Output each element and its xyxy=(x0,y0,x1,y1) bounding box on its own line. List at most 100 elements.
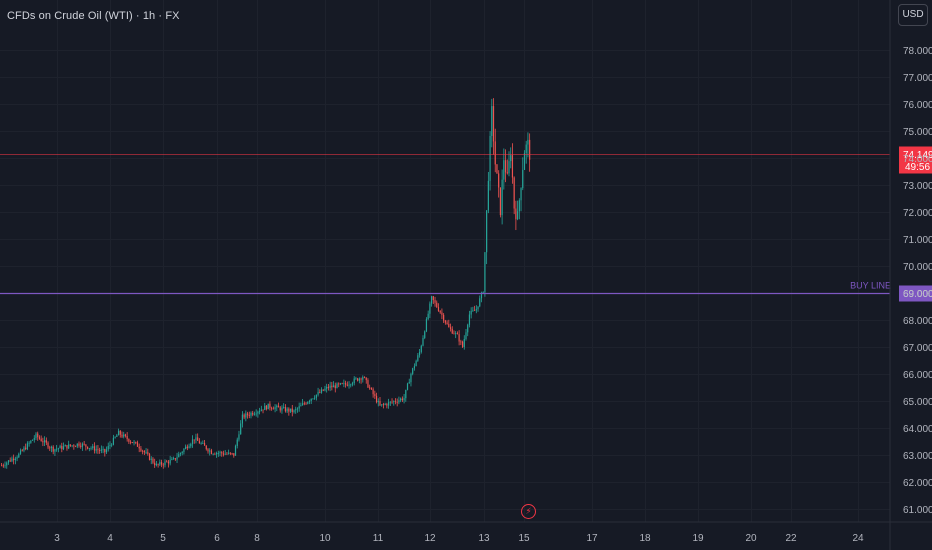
currency-button[interactable]: USD xyxy=(898,4,928,26)
candle-body xyxy=(56,448,58,450)
candle-body xyxy=(73,445,75,447)
buy-line-price-tag xyxy=(899,285,932,302)
candle-body xyxy=(529,139,531,160)
candle-body xyxy=(42,441,44,443)
candle-body xyxy=(102,449,104,450)
time-tick-label: 22 xyxy=(785,533,797,544)
time-tick-label: 10 xyxy=(319,533,331,544)
candle-body xyxy=(133,442,135,443)
time-tick-label: 4 xyxy=(107,533,113,544)
candle-body xyxy=(1,465,3,467)
candle-body xyxy=(298,406,300,409)
candle-body xyxy=(363,377,366,378)
candle-body xyxy=(174,458,176,460)
candle-body xyxy=(28,442,30,444)
candle-body xyxy=(83,443,85,445)
candle-body xyxy=(231,453,233,454)
candle-body xyxy=(288,408,290,412)
candle-body xyxy=(226,453,228,455)
candle-body xyxy=(525,144,527,153)
candle-body xyxy=(451,328,453,334)
candle-body xyxy=(44,440,46,443)
price-tick-label: 77.000 xyxy=(903,73,932,84)
candle-body xyxy=(164,461,166,466)
candle-body xyxy=(511,155,514,178)
price-axis: 61.000 62.000 63.000 64.000 65.000 66.000 67.0… xyxy=(889,0,932,550)
candle-body xyxy=(448,323,450,328)
candle-body xyxy=(253,413,256,415)
candle-body xyxy=(332,385,335,388)
candle-body xyxy=(482,292,484,294)
candle-body xyxy=(510,155,512,162)
candle-body xyxy=(267,403,269,410)
candle-body xyxy=(284,407,286,412)
candle-body xyxy=(191,439,194,445)
candle-body xyxy=(283,407,285,408)
candle-body xyxy=(415,360,417,367)
candle-body xyxy=(195,437,197,441)
candle-body xyxy=(405,389,407,399)
candle-body xyxy=(427,313,429,320)
candle-body xyxy=(381,404,383,406)
candle-body xyxy=(78,443,80,446)
candle-body xyxy=(324,388,326,391)
time-tick-label: 12 xyxy=(424,533,436,544)
candle-body xyxy=(68,444,70,449)
candle-body xyxy=(498,173,500,188)
candle-body xyxy=(334,385,336,389)
candle-body xyxy=(126,435,128,440)
candle-body xyxy=(314,397,316,399)
candle-body xyxy=(437,307,440,311)
candle-body xyxy=(47,442,49,448)
candle-body xyxy=(453,333,455,335)
buy-line-label: BUY LINE xyxy=(850,281,891,291)
candle-body xyxy=(291,408,293,413)
candle-body xyxy=(90,447,92,449)
candle-body xyxy=(310,398,312,401)
price-tick-label: 73.000 xyxy=(903,181,932,192)
candle-body xyxy=(374,394,376,396)
candle-body xyxy=(260,409,262,411)
candle-body xyxy=(360,378,362,380)
candle-body xyxy=(176,457,178,460)
time-axis: 3 4 5 6 8 10 11 12 13 15 17 18 19 20 22 24 xyxy=(0,521,932,544)
candle-body xyxy=(506,172,508,174)
price-tick-label: 68.000 xyxy=(903,316,932,327)
candle-body xyxy=(193,439,195,441)
candle-body xyxy=(25,447,27,450)
candle-body xyxy=(104,449,106,453)
candle-body xyxy=(76,443,78,447)
time-tick-label: 18 xyxy=(639,533,651,544)
candle-body xyxy=(279,407,281,411)
candle-body xyxy=(171,458,173,460)
candle-body xyxy=(35,433,37,439)
candle-body xyxy=(522,169,524,189)
candle-body xyxy=(527,139,529,145)
candle-body xyxy=(124,434,127,436)
candle-body xyxy=(319,392,321,393)
candle-body xyxy=(425,319,428,332)
candle-body xyxy=(37,433,39,438)
candle-body xyxy=(105,449,108,453)
candle-body xyxy=(112,437,114,445)
candle-body xyxy=(296,408,299,410)
candle-body xyxy=(467,324,469,333)
lightning-bolt-icon[interactable]: ⚡ xyxy=(521,504,536,519)
candle-body xyxy=(394,401,397,402)
candle-body xyxy=(350,384,352,386)
candle-body xyxy=(4,465,6,467)
price-tick-label: 71.000 xyxy=(903,235,932,246)
candle-body xyxy=(420,345,422,352)
time-tick-label: 5 xyxy=(160,533,166,544)
candle-body xyxy=(2,465,4,467)
candle-body xyxy=(130,441,132,443)
candle-body xyxy=(95,449,97,451)
price-tick-label: 61.000 xyxy=(903,505,932,516)
candle-body xyxy=(100,449,102,451)
candle-body xyxy=(21,450,23,452)
candle-body xyxy=(293,410,295,413)
candle-body xyxy=(400,398,402,401)
candle-body xyxy=(119,430,121,435)
candle-body xyxy=(336,383,338,389)
